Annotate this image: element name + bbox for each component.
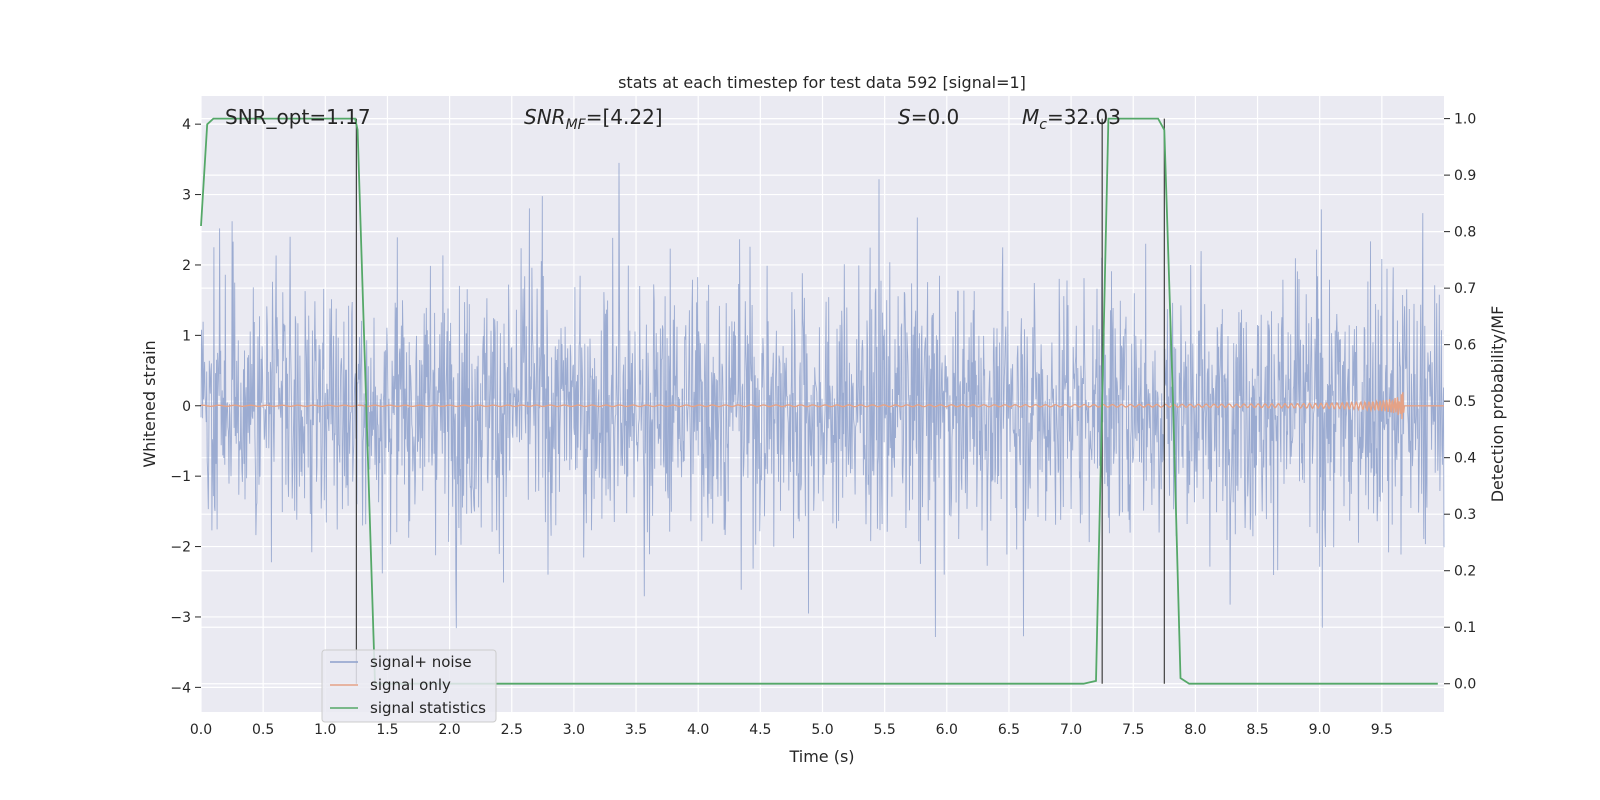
s-symbol: S xyxy=(898,105,911,129)
y-tick-label: −3 xyxy=(170,610,191,626)
y-right-tick-label: 0.0 xyxy=(1454,677,1476,693)
x-tick-label: 5.0 xyxy=(811,722,833,738)
y-tick-label: −2 xyxy=(170,540,191,556)
y-right-tick-label: 0.2 xyxy=(1454,564,1476,580)
y-tick-label: 4 xyxy=(182,117,191,133)
snr-mf-symbol: SNR xyxy=(524,105,566,129)
y-axis-label: Whitened strain xyxy=(140,340,159,467)
x-tick-label: 8.5 xyxy=(1246,722,1268,738)
noise-line xyxy=(200,162,1445,638)
legend: signal+ noise signal only signal statist… xyxy=(321,649,497,723)
y-tick-label: 3 xyxy=(182,188,191,204)
y-axis-right-label: Detection probability/MF xyxy=(1488,306,1507,503)
y-ticks: 4 3 2 1 0 −1 −2 −3 −4 xyxy=(170,117,201,696)
x-tick-label: 2.0 xyxy=(438,722,460,738)
x-tick-label: 6.0 xyxy=(936,722,958,738)
mc-subscript: c xyxy=(1039,117,1047,133)
chart-title: stats at each timestep for test data 592… xyxy=(618,73,1026,92)
y-tick-label: 2 xyxy=(182,258,191,274)
s-value: =0.0 xyxy=(911,105,960,129)
x-tick-label: 8.0 xyxy=(1184,722,1206,738)
x-tick-label: 1.5 xyxy=(376,722,398,738)
annotation-mc: Mc=32.03 xyxy=(1022,105,1121,133)
signal-statistics-line xyxy=(200,117,1438,685)
y-tick-label: −1 xyxy=(170,469,191,485)
y-right-tick-label: 0.8 xyxy=(1454,225,1476,241)
y-right-tick-label: 0.5 xyxy=(1454,394,1476,410)
x-tick-label: 7.0 xyxy=(1060,722,1082,738)
legend-label-signal-only: signal only xyxy=(370,676,451,694)
y-tick-label: 1 xyxy=(182,328,191,344)
mc-value: =32.03 xyxy=(1047,105,1121,129)
mc-symbol: M xyxy=(1022,105,1039,129)
y-tick-label: 0 xyxy=(182,399,191,415)
annotation-snr-mf: SNRMF=[4.22] xyxy=(524,105,663,133)
legend-box xyxy=(321,649,497,723)
x-tick-label: 3.5 xyxy=(625,722,647,738)
x-tick-label: 6.5 xyxy=(998,722,1020,738)
snr-mf-value: =[4.22] xyxy=(586,105,663,129)
y-ticks-right: 1.0 0.9 0.8 0.7 0.6 0.5 0.4 0.3 0.2 0.1 0.0 xyxy=(1444,112,1476,693)
x-tick-label: 9.0 xyxy=(1309,722,1331,738)
y-right-tick-label: 1.0 xyxy=(1454,112,1476,128)
series-signal-statistics xyxy=(200,117,1438,685)
x-tick-label: 4.5 xyxy=(749,722,771,738)
x-tick-label: 0.0 xyxy=(190,722,212,738)
y-tick-label: −4 xyxy=(170,680,191,696)
y-right-tick-label: 0.7 xyxy=(1454,281,1476,297)
x-tick-label: 2.5 xyxy=(501,722,523,738)
x-tick-label: 7.5 xyxy=(1122,722,1144,738)
series-signal-only xyxy=(201,392,1444,420)
x-tick-label: 0.5 xyxy=(252,722,274,738)
series-signal-plus-noise xyxy=(200,162,1445,638)
x-tick-label: 9.5 xyxy=(1371,722,1393,738)
legend-label-signal-statistics: signal statistics xyxy=(370,699,486,717)
annotation-s: S=0.0 xyxy=(898,105,959,129)
x-tick-label: 5.5 xyxy=(874,722,896,738)
y-right-tick-label: 0.6 xyxy=(1454,338,1476,354)
x-axis-label: Time (s) xyxy=(788,747,854,766)
snr-mf-subscript: MF xyxy=(566,117,587,133)
y-right-tick-label: 0.3 xyxy=(1454,507,1476,523)
y-right-tick-label: 0.4 xyxy=(1454,451,1476,467)
y-right-tick-label: 0.1 xyxy=(1454,620,1476,636)
x-ticks: 0.0 0.5 1.0 1.5 2.0 2.5 3.0 3.5 4.0 4.5 5.0 5.5 6.0 6… xyxy=(190,722,1393,738)
x-tick-label: 3.0 xyxy=(563,722,585,738)
signal-only-line xyxy=(201,392,1444,420)
x-tick-label: 1.0 xyxy=(314,722,336,738)
y-right-tick-label: 0.9 xyxy=(1454,168,1476,184)
x-tick-label: 4.0 xyxy=(687,722,709,738)
legend-label-signal-plus-noise: signal+ noise xyxy=(370,653,472,671)
annotation-snr-opt: SNR_opt=1.17 xyxy=(225,105,371,129)
